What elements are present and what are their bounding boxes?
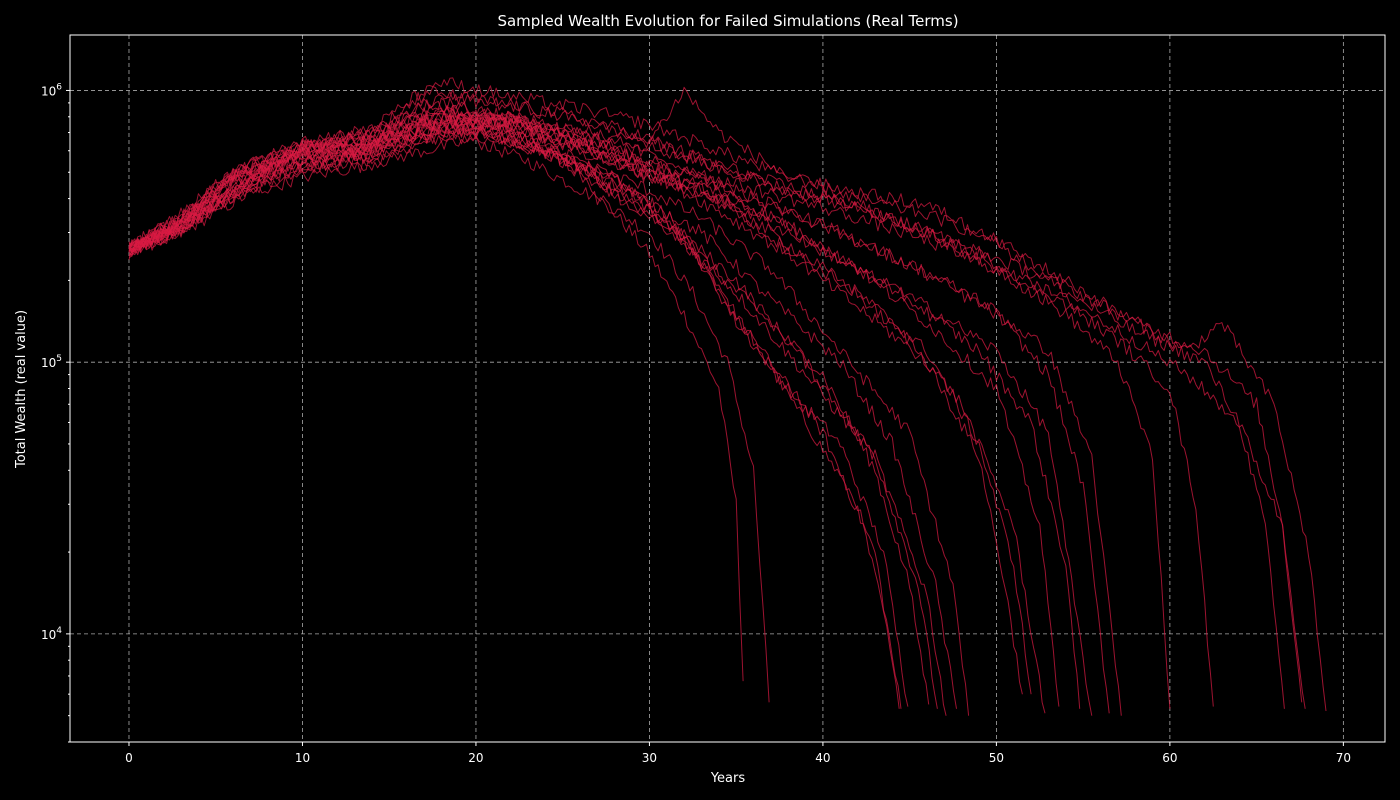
x-axis-label: Years [710, 771, 746, 786]
y-axis-label: Total Wealth (real value) [14, 310, 29, 469]
wealth-series-line [128, 108, 1081, 709]
grid-lines [70, 35, 1385, 742]
y-tick-label: 105 [41, 354, 62, 370]
chart-title: Sampled Wealth Evolution for Failed Simu… [497, 12, 958, 30]
wealth-series-line [128, 111, 1093, 716]
wealth-series-line [128, 127, 770, 703]
wealth-series-line [128, 97, 1303, 703]
y-axis-ticks: 104 105 106 [41, 82, 70, 743]
wealth-series-line [128, 116, 970, 716]
x-tick-label: 0 [125, 751, 133, 765]
x-tick-label: 40 [815, 751, 830, 765]
wealth-series-line [128, 111, 1023, 695]
x-tick-label: 70 [1336, 751, 1351, 765]
wealth-series-line [128, 104, 1306, 709]
x-tick-label: 50 [989, 751, 1004, 765]
x-axis-ticks: 0 10 20 30 40 50 60 70 [125, 742, 1351, 765]
y-tick-label: 106 [41, 82, 62, 98]
series-lines [128, 77, 1327, 716]
wealth-series-line [128, 77, 1285, 709]
wealth-series-line [128, 122, 947, 716]
wealth-series-line [128, 114, 1060, 707]
wealth-series-line [128, 113, 1046, 714]
x-tick-label: 60 [1162, 751, 1177, 765]
wealth-series-line [128, 116, 1032, 695]
wealth-series-line [128, 131, 909, 707]
x-tick-label: 30 [642, 751, 657, 765]
wealth-series-line [128, 98, 1122, 716]
x-tick-label: 20 [468, 751, 483, 765]
x-tick-label: 10 [295, 751, 310, 765]
y-tick-label: 104 [41, 626, 62, 642]
wealth-series-line [128, 126, 900, 709]
wealth-series-line [128, 120, 902, 709]
wealth-series-line [128, 86, 1327, 712]
